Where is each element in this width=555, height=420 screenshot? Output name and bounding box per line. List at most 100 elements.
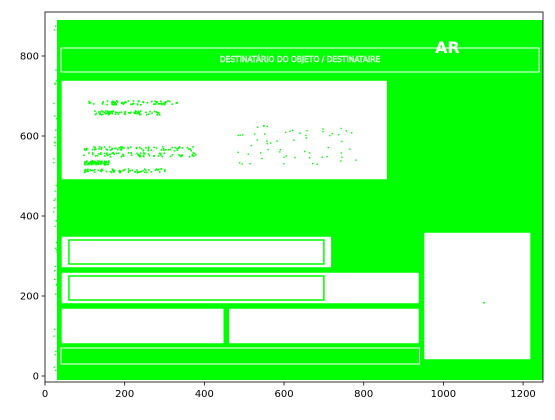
data-point xyxy=(407,151,409,153)
data-point xyxy=(508,86,510,88)
data-point xyxy=(351,255,354,257)
data-point xyxy=(70,200,73,202)
data-point xyxy=(64,65,66,67)
data-point xyxy=(265,221,267,223)
data-point xyxy=(464,34,466,36)
data-point xyxy=(288,208,290,210)
data-point xyxy=(54,82,56,84)
data-point xyxy=(88,188,90,190)
data-point xyxy=(268,209,270,211)
data-point xyxy=(136,354,138,356)
data-point xyxy=(536,280,539,282)
data-point xyxy=(113,39,115,42)
data-point xyxy=(352,223,354,226)
data-point xyxy=(146,61,148,64)
data-point xyxy=(281,45,284,47)
data-point xyxy=(539,118,541,120)
data-point xyxy=(66,350,68,352)
data-point xyxy=(509,214,511,216)
data-point xyxy=(371,63,373,65)
data-point xyxy=(408,78,410,80)
data-point xyxy=(388,251,390,254)
data-point xyxy=(209,201,211,203)
data-point xyxy=(492,211,494,213)
data-point xyxy=(449,31,451,33)
data-point xyxy=(515,206,517,208)
data-point xyxy=(443,96,445,98)
data-point xyxy=(498,67,500,69)
data-point xyxy=(66,72,68,75)
data-point xyxy=(535,242,537,244)
data-point xyxy=(446,79,448,81)
data-point xyxy=(512,103,514,105)
data-point xyxy=(215,43,217,45)
data-point xyxy=(467,129,470,132)
data-point xyxy=(255,58,257,61)
data-point xyxy=(476,360,478,363)
data-point xyxy=(473,100,476,103)
data-point xyxy=(473,41,475,43)
data-point xyxy=(183,358,185,360)
data-point xyxy=(341,239,343,242)
data-point xyxy=(106,194,108,197)
data-point xyxy=(510,73,512,75)
data-point xyxy=(99,67,101,69)
data-point xyxy=(511,226,513,228)
data-point xyxy=(483,121,486,123)
data-point xyxy=(425,129,427,131)
data-point xyxy=(411,20,413,22)
data-point xyxy=(386,184,388,186)
data-point xyxy=(333,260,335,262)
data-point xyxy=(495,195,497,197)
data-point xyxy=(231,48,233,50)
data-point xyxy=(532,211,534,213)
data-point xyxy=(302,210,305,212)
data-point xyxy=(92,53,94,55)
data-point xyxy=(66,30,69,33)
data-point xyxy=(524,161,526,163)
data-point xyxy=(531,93,533,96)
data-point xyxy=(528,177,531,179)
data-point xyxy=(115,221,118,224)
data-point xyxy=(379,258,381,261)
data-point xyxy=(443,91,445,93)
data-point xyxy=(284,370,286,372)
data-point xyxy=(308,221,310,223)
data-point xyxy=(498,153,500,155)
data-point xyxy=(405,241,407,243)
data-point xyxy=(178,229,180,231)
data-point xyxy=(342,37,344,39)
data-point xyxy=(63,227,66,230)
data-point xyxy=(250,28,252,30)
data-point xyxy=(137,30,139,32)
data-point xyxy=(493,67,495,70)
data-point xyxy=(58,299,60,301)
data-point xyxy=(221,34,223,36)
data-point xyxy=(402,226,405,229)
data-point xyxy=(372,234,375,236)
data-point xyxy=(123,60,125,62)
data-point xyxy=(64,352,66,354)
data-point xyxy=(90,344,92,346)
data-point xyxy=(61,369,63,372)
data-point xyxy=(96,204,98,206)
data-point xyxy=(528,204,530,206)
data-point xyxy=(360,373,362,375)
data-point xyxy=(377,48,379,51)
data-point xyxy=(89,229,92,231)
data-point xyxy=(381,237,384,239)
data-point xyxy=(430,365,432,367)
data-point xyxy=(102,374,104,377)
data-point xyxy=(140,61,143,63)
data-point xyxy=(532,374,534,376)
data-point xyxy=(436,185,439,187)
data-point xyxy=(140,54,142,56)
data-point xyxy=(142,196,144,198)
data-point xyxy=(379,27,381,29)
data-point xyxy=(354,54,356,56)
data-point xyxy=(201,189,203,191)
data-point xyxy=(291,52,293,54)
data-point xyxy=(149,268,151,270)
data-point xyxy=(164,201,166,204)
